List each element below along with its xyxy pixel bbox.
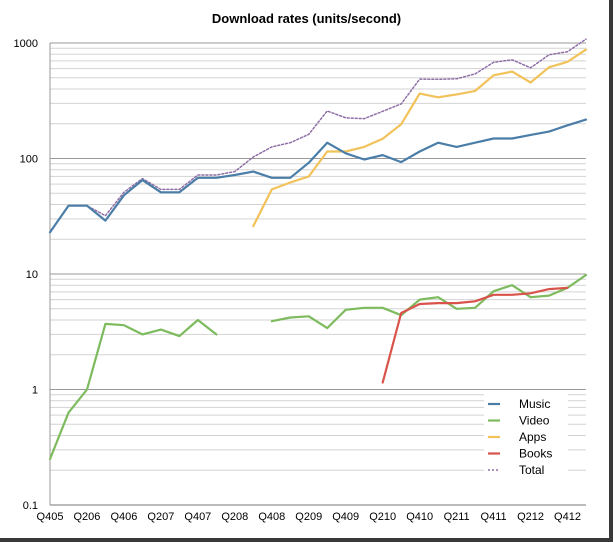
series-line-total [49,38,587,233]
y-tick-label: 10 [26,269,38,281]
series-line-video [48,273,588,461]
y-tick-label: 0.1 [23,500,38,512]
series-line-music [48,118,588,234]
x-tick-label: Q411 [481,511,507,523]
x-tick-label: Q405 [37,511,64,523]
legend-label-video: Video [519,414,550,428]
x-tick-label: Q412 [554,511,581,523]
legend-label-total: Total [519,463,544,477]
x-tick-label: Q209 [295,511,322,523]
x-tick-label: Q407 [184,511,211,523]
x-tick-label: Q406 [110,511,137,523]
legend: Music Video Apps Books Total [484,394,568,488]
x-tick-label: Q212 [517,511,544,523]
x-tick-label: Q409 [332,511,359,523]
series-layer [48,38,588,461]
legend-label-apps: Apps [519,430,546,444]
x-tick-label: Q211 [444,511,470,523]
chart-title: Download rates (units/second) [211,11,402,26]
y-tick-label: 1000 [14,38,38,50]
legend-label-music: Music [519,397,550,411]
x-tick-label: Q410 [406,511,433,523]
x-tick-label: Q206 [74,511,101,523]
legend-label-books: Books [519,447,552,461]
y-tick-label: 100 [20,154,38,166]
series-line-apps [252,48,588,228]
x-tick-label: Q207 [147,511,174,523]
series-line-books [381,286,569,384]
x-tick-label: Q210 [369,511,396,523]
x-tick-label: Q208 [221,511,248,523]
legend-box [484,394,568,488]
x-tick-label: Q408 [258,511,285,523]
tick-labels: 0.1 1 10 100 1000 Q405 Q206 Q406 Q207 Q407 Q208 Q40… [14,38,581,523]
y-tick-label: 1 [32,385,38,397]
